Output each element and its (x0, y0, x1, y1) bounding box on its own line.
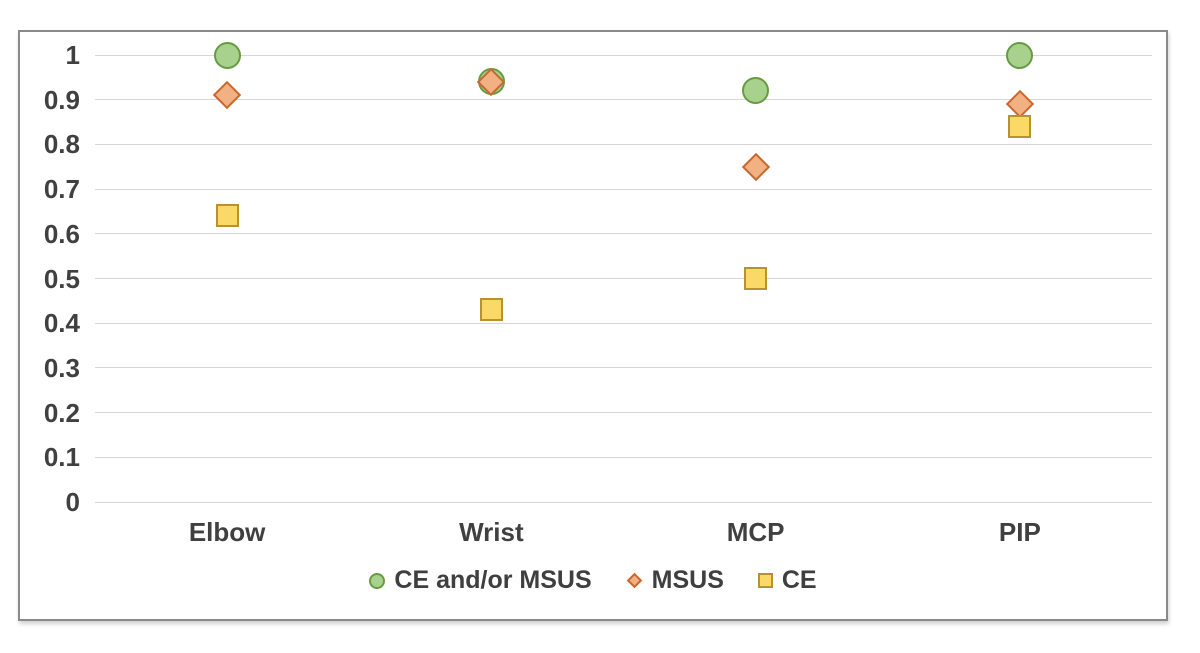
x-category-label: Wrist (459, 517, 524, 547)
data-point-marker-square (744, 267, 768, 290)
data-point-marker-square (479, 298, 503, 322)
y-tick-label: 0.5 (43, 263, 80, 294)
data-point-marker-circle (1006, 41, 1034, 69)
legend-label: MSUS (651, 566, 724, 594)
gridline (95, 412, 1152, 414)
y-tick-label: 0.1 (43, 442, 80, 473)
gridline (95, 501, 1152, 503)
data-point-marker-diamond (212, 81, 242, 110)
gridline (95, 367, 1152, 369)
y-tick-label: 0.3 (43, 352, 80, 383)
legend-label: CE and/or MSUS (394, 566, 592, 594)
x-category-label: MCP (726, 517, 785, 547)
plot-area: 0 0.1 0.2 0.3 0.4 0.5 0.6 0.7 0.8 0.9 1 Elbow Wrist M… (20, 32, 1166, 619)
legend-item: MSUS (626, 566, 724, 595)
x-category-label: Elbow (188, 517, 266, 547)
x-category-label: PIP (998, 517, 1041, 547)
chart-frame: 0 0.1 0.2 0.3 0.4 0.5 0.6 0.7 0.8 0.9 1 Elbow Wrist M… (18, 30, 1168, 621)
gridline (95, 233, 1152, 235)
y-tick-label: 0.7 (43, 174, 80, 205)
gridline (95, 54, 1152, 56)
gridline (95, 143, 1152, 145)
legend-square-icon (757, 573, 773, 588)
data-point-marker-square (1008, 115, 1032, 139)
data-point-marker-diamond (741, 152, 770, 181)
legend-label: CE (781, 566, 817, 594)
gridline (95, 456, 1152, 458)
gridline (95, 99, 1152, 101)
y-tick-label: 1 (65, 40, 80, 70)
legend-item: CE (757, 566, 817, 595)
chart-legend: CE and/or MSUS MSUS CE (20, 566, 1166, 595)
legend-diamond-icon (626, 572, 642, 589)
data-point-marker-circle (742, 77, 770, 105)
gridline (95, 188, 1152, 190)
y-tick-label: 0 (65, 487, 80, 517)
legend-item: CE and/or MSUS (369, 566, 592, 595)
data-point-marker-circle (213, 41, 241, 69)
y-tick-label: 0.2 (43, 397, 80, 428)
gridline (95, 278, 1152, 279)
y-tick-label: 0.8 (43, 129, 80, 160)
data-point-marker-square (215, 204, 239, 228)
y-tick-label: 0.4 (43, 308, 80, 339)
y-tick-label: 0.9 (43, 84, 80, 115)
legend-circle-icon (369, 572, 386, 589)
y-tick-label: 0.6 (43, 218, 80, 249)
gridline (95, 322, 1152, 324)
